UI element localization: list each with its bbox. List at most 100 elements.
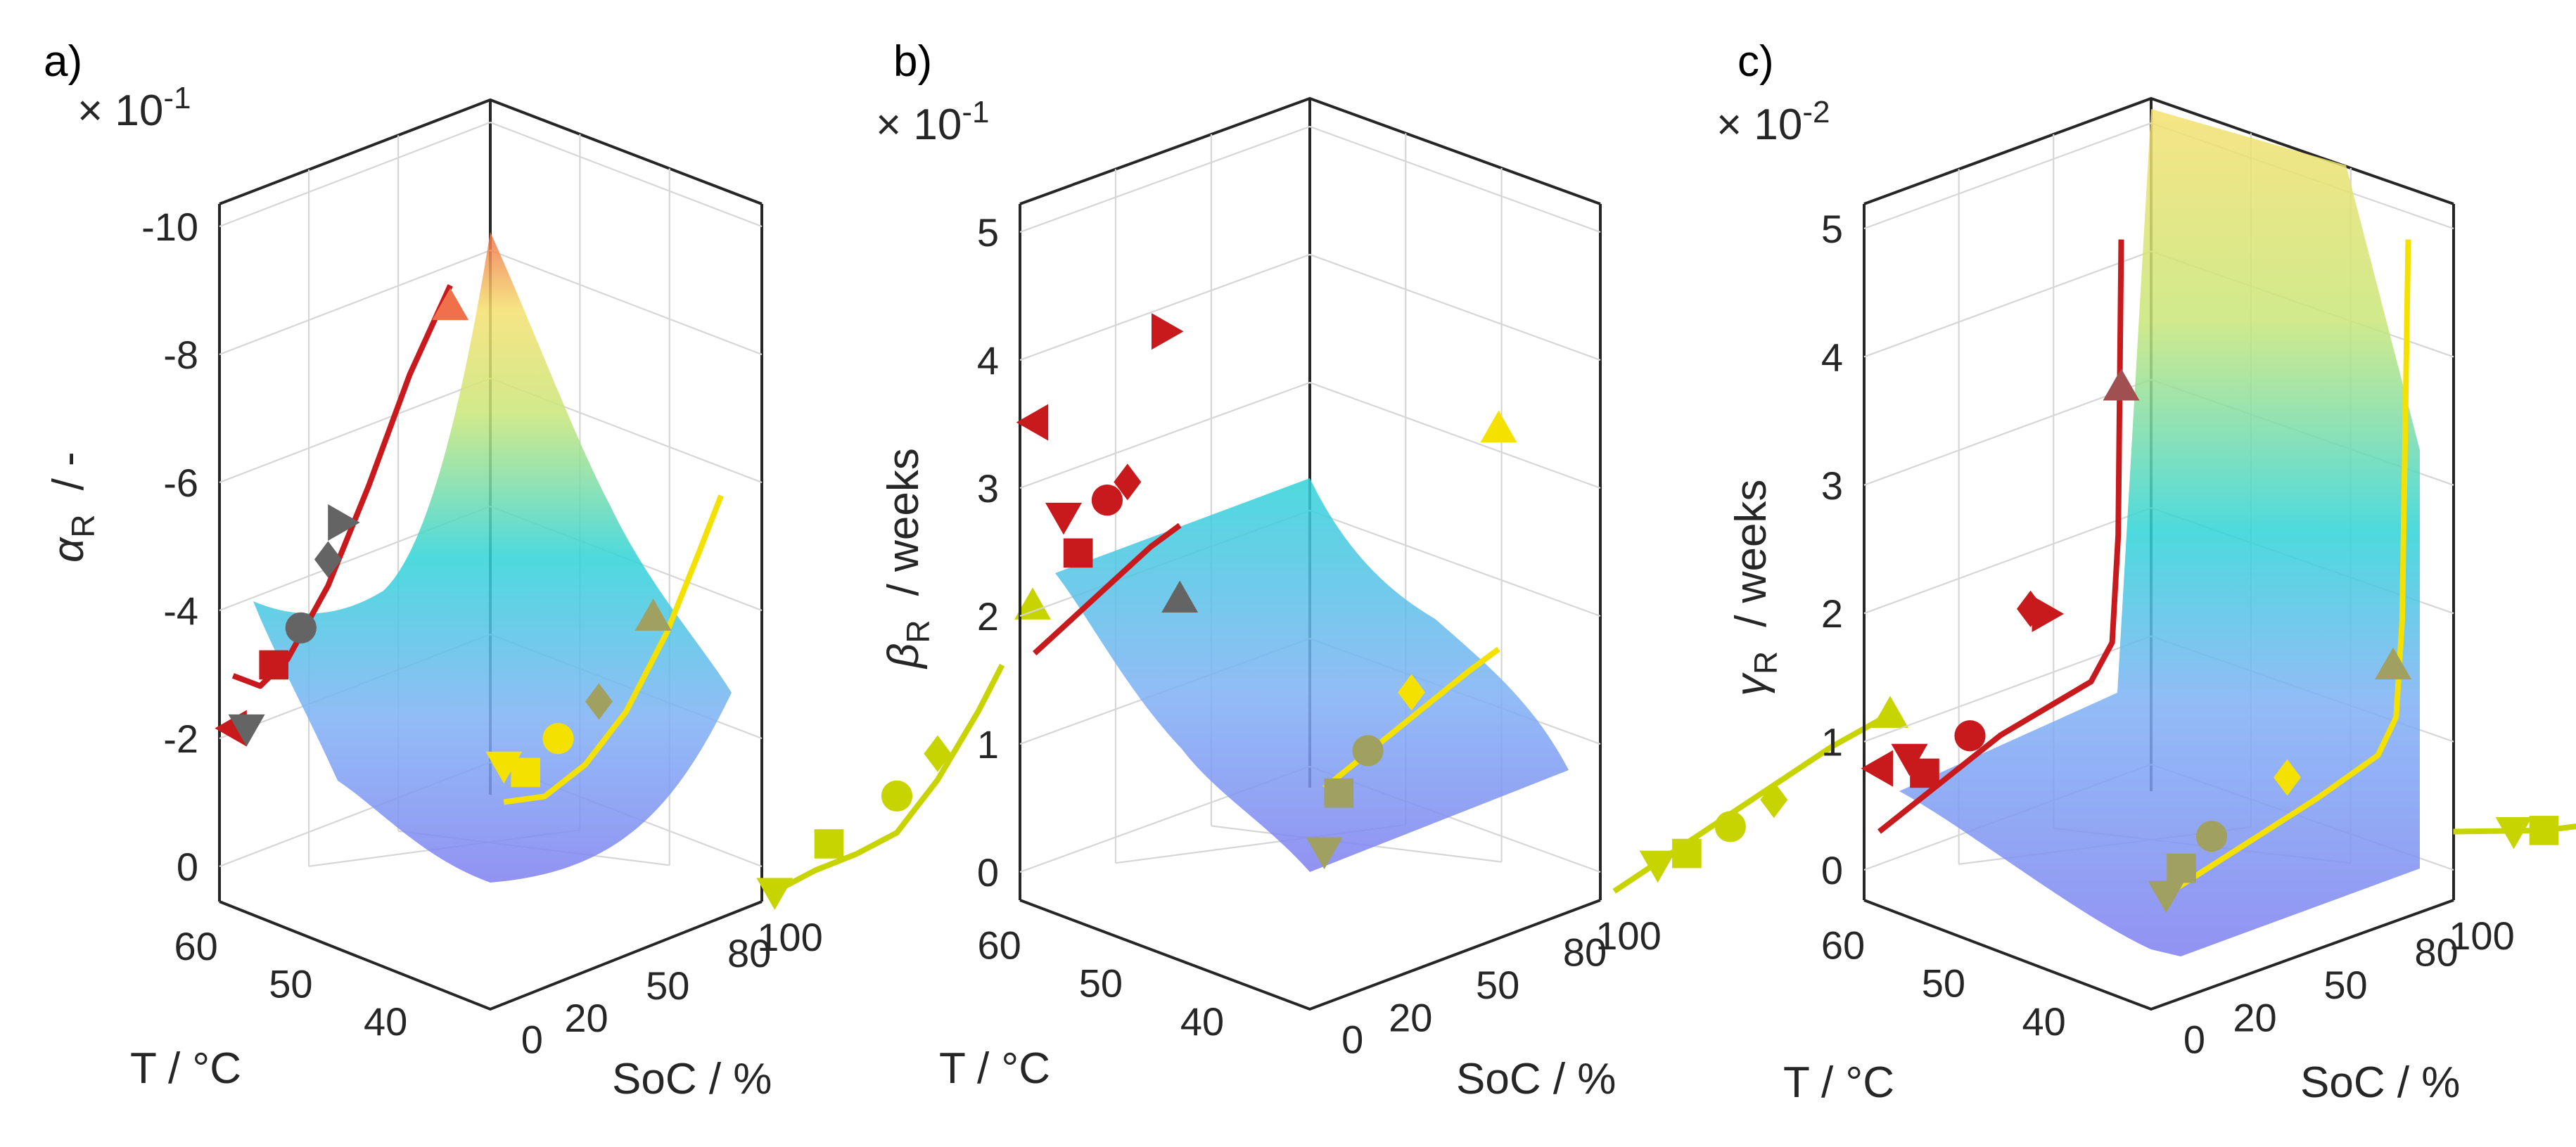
series-curve <box>2164 239 2411 897</box>
data-point-marker <box>924 735 952 772</box>
t-tick-label: 60 <box>174 924 217 968</box>
series-curve <box>2453 824 2576 835</box>
data-point-marker <box>2274 759 2301 796</box>
data-point-marker <box>1324 778 1354 808</box>
t-tick-label: 60 <box>978 923 1021 967</box>
soc-tick-label: 20 <box>1389 995 1432 1039</box>
data-point-marker <box>881 780 913 812</box>
t-tick-label: 40 <box>364 999 407 1044</box>
panel-a-zlabel-symbol: α <box>44 537 93 563</box>
data-point-marker <box>432 288 469 321</box>
panel-b-ylabel: SoC / % <box>1456 1055 1616 1103</box>
series-curve <box>1032 523 1182 655</box>
panel-b-label: b) <box>893 37 932 86</box>
z-tick-label: 3 <box>977 466 999 511</box>
svg-text:βR/ weeks: βR / weeks <box>879 448 936 669</box>
data-point-marker <box>1016 404 1049 441</box>
data-point-marker <box>2375 647 2411 680</box>
data-point-marker <box>1398 674 1426 711</box>
z-tick-label: 0 <box>177 845 198 889</box>
panel-b-markers <box>1016 313 1908 883</box>
z-tick-label: 0 <box>1821 848 1843 892</box>
data-point-marker <box>2167 853 2196 883</box>
data-point-marker <box>1014 587 1051 620</box>
data-point-marker <box>285 612 317 643</box>
soc-tick-label: 100 <box>757 915 822 959</box>
soc-tick-label: 20 <box>564 996 608 1040</box>
panel-a-ylabel: SoC / % <box>612 1055 772 1103</box>
svg-text:γR/ weeks: γR / weeks <box>1727 480 1784 696</box>
z-tick-label: 5 <box>977 210 999 255</box>
t-tick-label: 60 <box>1821 923 1865 967</box>
panel-b-multiplier: × 10-1 <box>876 95 990 149</box>
z-tick-label: -2 <box>163 717 198 761</box>
panel-c-surface <box>1899 109 2420 956</box>
soc-tick-label: 100 <box>2449 914 2514 958</box>
panel-a-z-ticks: 0 -2 -4 -6 -8 -10 <box>141 205 198 889</box>
data-point-marker <box>2495 816 2532 850</box>
panel-c-markers <box>1861 368 2559 914</box>
z-gridline <box>1019 253 1601 361</box>
data-point-marker <box>1891 743 1928 776</box>
series-curve <box>773 663 1005 895</box>
data-point-marker <box>756 878 793 910</box>
t-tick-label: 40 <box>2022 999 2066 1044</box>
z-gridline <box>1019 381 1601 489</box>
t-tick-label: 40 <box>1180 999 1224 1044</box>
data-point-marker <box>1760 781 1788 819</box>
panel-c-zlabel-sub: R <box>1747 651 1784 674</box>
data-point-marker <box>635 598 672 631</box>
panel-b-zlabel: βR / weeks <box>879 448 936 669</box>
panel-a-surface <box>253 232 732 883</box>
panel-a-zlabel: αR / - <box>44 451 101 563</box>
panel-b-zlabel-symbol: β <box>879 643 928 669</box>
panel-b-z-ticks: 0 1 2 3 4 5 <box>977 210 999 895</box>
z-tick-label: -4 <box>163 589 198 633</box>
data-point-marker <box>1639 850 1676 883</box>
t-tick-label: 50 <box>1079 961 1123 1006</box>
soc-tick-label: 100 <box>1595 914 1661 958</box>
panel-b-xlabel: T / °C <box>939 1044 1050 1093</box>
panel-b-exponent: -1 <box>962 95 989 129</box>
panel-a-t-ticks: 60 50 40 <box>174 924 407 1044</box>
svg-text:αR/ -: αR / - <box>44 451 101 563</box>
t-tick-label: 50 <box>1922 961 1965 1006</box>
panel-a-label: a) <box>44 37 82 86</box>
soc-tick-label: 50 <box>2323 963 2367 1007</box>
data-point-marker <box>1114 463 1142 501</box>
panel-c-label: c) <box>1737 37 1774 86</box>
data-point-marker <box>2032 595 2064 632</box>
panel-b-zlabel-sub: R <box>900 620 936 643</box>
z-tick-label: -10 <box>141 205 198 249</box>
panel-c-multiplier: × 10-2 <box>1716 95 1830 149</box>
data-point-marker <box>2195 821 2228 852</box>
z-gridline <box>219 121 763 228</box>
data-point-marker <box>1161 580 1199 613</box>
data-point-marker <box>328 504 360 542</box>
data-point-marker <box>1306 837 1343 870</box>
data-point-marker <box>2148 880 2185 914</box>
z-tick-label: 3 <box>1821 463 1843 508</box>
panel-a-markers <box>215 288 1051 910</box>
data-point-marker <box>542 723 574 755</box>
data-point-marker <box>1045 502 1082 535</box>
z-gridline <box>1019 125 1601 233</box>
z-tick-label: -6 <box>163 461 198 505</box>
panel-c-ylabel: SoC / % <box>2300 1058 2460 1107</box>
data-point-marker <box>1872 696 1908 729</box>
data-point-marker <box>814 829 844 859</box>
data-point-marker <box>1672 838 1702 869</box>
panel-a-multiplier: × 10-1 <box>77 81 191 135</box>
panel-c-t-ticks: 60 50 40 <box>1821 923 2066 1044</box>
soc-tick-label: 80 <box>727 931 771 975</box>
series-curve <box>231 284 453 689</box>
panel-b-t-ticks: 60 50 40 <box>978 923 1225 1044</box>
panel-c-exponent: -2 <box>1802 95 1830 129</box>
t-tick-label: 50 <box>269 962 312 1006</box>
data-point-marker <box>1714 811 1746 842</box>
